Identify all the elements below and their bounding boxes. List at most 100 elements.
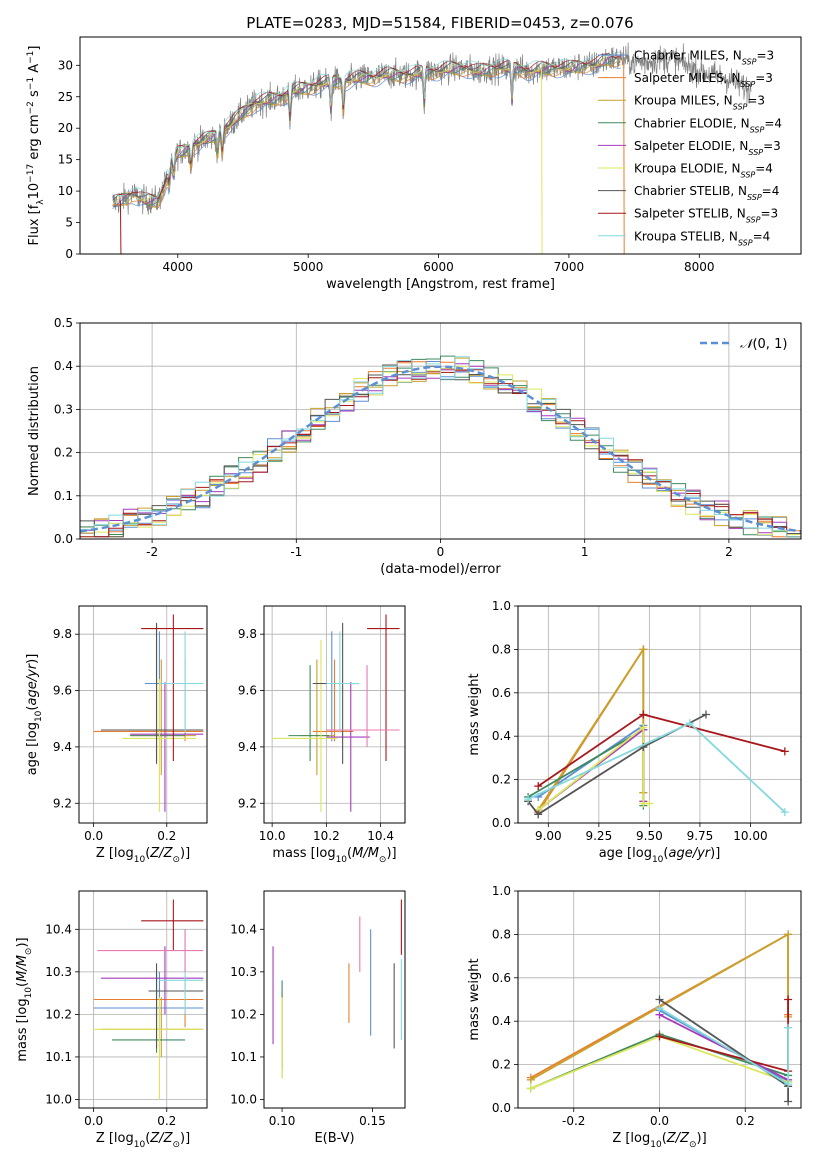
x-tick-label: 9.00 xyxy=(535,829,562,843)
legend-name: Chabrier MILES, N xyxy=(634,49,742,63)
y-tick-label: 10.4 xyxy=(45,922,72,936)
weight-marker xyxy=(685,719,694,728)
x-tick-label: 9.75 xyxy=(687,829,714,843)
model-line xyxy=(112,59,621,208)
dropout-line xyxy=(119,200,122,254)
label-part: 10 xyxy=(27,183,42,200)
weight-marker xyxy=(534,810,543,819)
legend-value: =3 xyxy=(756,49,774,63)
panel-massweight_vs_Z: -0.2 0.0 0.2 0.0 0.2 0.4 0.6 0.8 1.0 Z [log10(Z/Z… xyxy=(467,884,802,1150)
y-tick-label: 1.0 xyxy=(492,599,511,613)
x-axis-label: (data-model)/error xyxy=(380,562,501,577)
label-part: Z/Z xyxy=(149,1131,173,1146)
label-part: ( xyxy=(145,1131,150,1146)
weight-marker xyxy=(655,1032,664,1041)
y-axis-label: Flux [fλ10−17 erg cm−2 s−1 A−1] xyxy=(26,46,46,246)
x-tick-label: 0.10 xyxy=(269,1114,296,1128)
y-tick-label: 0.0 xyxy=(54,532,73,546)
x-tick-label: 0.2 xyxy=(157,1114,176,1128)
weight-marker xyxy=(645,799,654,808)
legend-sub: SSP xyxy=(747,193,762,202)
label-part: ( xyxy=(145,846,150,861)
y-axis-label: mass weight xyxy=(467,673,482,755)
label-part: 10 xyxy=(134,1140,146,1150)
y-tick-label: 30 xyxy=(58,58,73,72)
legend-entry: Kroupa STELIB, NSSP=4 xyxy=(634,229,770,247)
legend-value: =3 xyxy=(763,139,781,153)
x-tick-label: 0.2 xyxy=(736,1114,755,1128)
y-tick-label: 0.0 xyxy=(492,816,511,830)
y-tick-label: 25 xyxy=(58,90,73,104)
x-tick-label: 4000 xyxy=(163,260,194,274)
model-line xyxy=(112,53,621,199)
label-part: wavelength [Angstrom, rest frame] xyxy=(326,277,555,292)
weight-marker xyxy=(534,782,543,791)
dropout-line xyxy=(623,59,625,254)
y-tick-label: 10.4 xyxy=(230,922,257,936)
model-line xyxy=(112,53,621,205)
y-tick-label: 9.2 xyxy=(53,796,72,810)
axes-frame xyxy=(78,890,208,1109)
y-tick-label: 0.4 xyxy=(492,729,511,743)
legend-value: =4 xyxy=(764,116,782,130)
x-axis-label: E(B-V) xyxy=(314,1131,354,1146)
y-tick-label: 9.6 xyxy=(238,684,257,698)
x-tick-label: 2 xyxy=(725,545,733,559)
legend-name: Salpeter ELODIE, N xyxy=(634,139,748,153)
label-part: ( xyxy=(662,1131,667,1146)
weight-line xyxy=(658,998,789,1102)
panel-spectrum: 4000 5000 6000 7000 8000 0 5 10 15 20 25 30 waveleng… xyxy=(26,36,802,292)
y-tick-label: 0.6 xyxy=(492,971,511,985)
legend-sub: SSP xyxy=(741,80,756,89)
legend-params: (0, 1) xyxy=(752,337,787,352)
legend-entry: 𝒩(0, 1) xyxy=(740,337,787,352)
plot-area xyxy=(524,645,789,819)
legend-entry: Kroupa ELODIE, NSSP=4 xyxy=(634,162,773,180)
weight-line xyxy=(659,999,789,1073)
y-tick-label: 0.0 xyxy=(492,1101,511,1115)
x-tick-label: 0.0 xyxy=(650,1114,669,1128)
label-part: −1 xyxy=(26,77,36,90)
x-tick-label: -1 xyxy=(290,545,302,559)
axes-frame xyxy=(263,890,406,1109)
label-part: ⊙ xyxy=(689,1140,697,1150)
x-axis-label: age [log10(age/yr)] xyxy=(599,846,721,865)
x-tick-label: 10.00 xyxy=(733,829,767,843)
y-tick-label: 0.5 xyxy=(54,316,73,330)
weight-marker xyxy=(784,1097,793,1106)
label-part: 10 xyxy=(652,855,664,865)
x-tick-label: 0.0 xyxy=(84,1114,103,1128)
x-tick-label: -0.2 xyxy=(562,1114,585,1128)
legend-sub: SSP xyxy=(741,170,756,179)
weight-marker xyxy=(655,995,664,1004)
panel-age_vs_mass: 10.0 10.2 10.4 9.2 9.4 9.6 9.8 mass [log10(M/M⊙… xyxy=(238,605,406,865)
label-part: ⊙ xyxy=(172,855,180,865)
label-part: Normed distribution xyxy=(27,366,42,496)
y-tick-label: 0.4 xyxy=(54,359,73,373)
y-tick-label: 0.4 xyxy=(492,1014,511,1028)
y-axis-label: age [log10(age/yr)] xyxy=(25,654,44,776)
label-part: age/yr xyxy=(25,662,40,705)
weight-marker xyxy=(784,1080,793,1089)
weight-marker xyxy=(639,645,648,654)
legend-value: =4 xyxy=(755,162,773,176)
label-part: s xyxy=(27,90,42,101)
label-part: 10 xyxy=(24,987,34,999)
label-part: )] xyxy=(697,1131,707,1146)
plot-area xyxy=(93,614,204,812)
label-part: )] xyxy=(180,846,190,861)
y-tick-label: 10 xyxy=(58,184,73,198)
legend-name: Salpeter MILES, N xyxy=(634,71,741,85)
y-tick-label: 0.6 xyxy=(492,686,511,700)
x-tick-label: 6000 xyxy=(423,260,454,274)
label-part: M/M xyxy=(352,846,379,861)
label-part: ( xyxy=(25,706,40,711)
label-part: 10 xyxy=(336,855,348,865)
legend-sub: SSP xyxy=(748,147,763,156)
label-part: 10 xyxy=(650,1140,662,1150)
y-tick-label: 10.0 xyxy=(45,1092,72,1106)
y-tick-label: 10.1 xyxy=(45,1050,72,1064)
model-line xyxy=(112,55,621,207)
legend-sub: SSP xyxy=(750,125,765,134)
plot-area xyxy=(93,899,204,1100)
